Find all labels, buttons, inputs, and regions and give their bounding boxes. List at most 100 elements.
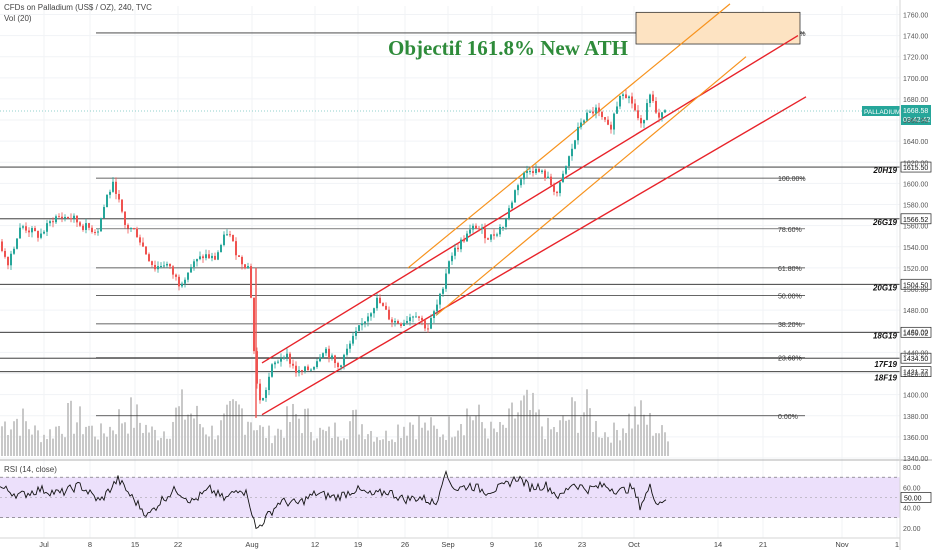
volume-bar <box>589 408 591 456</box>
price-tick-label: 1520.00 <box>903 266 928 273</box>
candle-body <box>253 297 255 352</box>
candle-body <box>229 234 231 236</box>
candle-body <box>37 231 39 238</box>
candle-body <box>247 266 249 269</box>
volume-bar <box>67 402 69 456</box>
volume-bar <box>655 433 657 456</box>
candle-body <box>457 247 459 250</box>
volume-bar <box>538 409 540 456</box>
volume-bar <box>199 424 201 456</box>
volume-bar <box>148 432 150 456</box>
volume-bar <box>334 422 336 456</box>
volume-bar <box>202 427 204 456</box>
candle-body <box>451 255 453 262</box>
candle-body <box>160 265 162 267</box>
volume-bar <box>649 413 651 456</box>
candle-body <box>49 221 51 224</box>
volume-bar <box>496 432 498 456</box>
volume-bar <box>385 430 387 456</box>
candle-body <box>490 234 492 240</box>
volume-bar <box>460 424 462 456</box>
volume-bar <box>175 407 177 456</box>
candle-body <box>106 194 108 208</box>
candle-body <box>121 199 123 212</box>
volume-bar <box>160 437 162 456</box>
candle-body <box>487 238 489 240</box>
volume-bar <box>307 408 309 456</box>
candle-body <box>646 103 648 120</box>
volume-bar <box>526 389 528 456</box>
price-tick-label: 1440.00 <box>903 350 928 357</box>
volume-bar <box>427 430 429 456</box>
candle-body <box>154 264 156 270</box>
volume-bar <box>13 421 15 456</box>
volume-bar <box>346 439 348 456</box>
volume-bar <box>532 392 534 456</box>
volume-bar <box>43 434 45 456</box>
candle-body <box>190 267 192 273</box>
time-tick-label: Nov <box>835 540 849 549</box>
volume-bar <box>112 430 114 456</box>
volume-bar <box>454 436 456 456</box>
candle-body <box>523 172 525 180</box>
candle-body <box>553 185 555 192</box>
candle-body <box>232 235 234 242</box>
candle-body <box>40 233 42 238</box>
candle-body <box>52 221 54 223</box>
candle-body <box>580 122 582 128</box>
candle-body <box>364 321 366 324</box>
price-tick-label: 1760.00 <box>903 12 928 19</box>
volume-bar <box>388 440 390 456</box>
price-tick-label: 1700.00 <box>903 76 928 83</box>
volume-bar <box>103 433 105 456</box>
volume-bar <box>586 389 588 456</box>
volume-bar <box>430 417 432 456</box>
candle-body <box>418 316 420 318</box>
candle-body <box>562 173 564 183</box>
volume-bar <box>28 429 30 456</box>
volume-bar <box>271 443 273 456</box>
volume-bar <box>592 432 594 456</box>
candle-body <box>424 320 426 329</box>
candle-body <box>244 264 246 269</box>
volume-bar <box>238 404 240 456</box>
volume-bar <box>367 434 369 456</box>
candle-body <box>529 171 531 173</box>
candle-body <box>217 252 219 260</box>
time-tick-label: 15 <box>131 540 139 549</box>
volume-bar <box>376 437 378 456</box>
volume-bar <box>466 408 468 456</box>
volume-bar <box>49 429 51 456</box>
volume-bar <box>340 440 342 456</box>
volume-bar <box>370 430 372 456</box>
volume-bar <box>241 408 243 456</box>
candle-body <box>307 366 309 371</box>
volume-bar <box>208 436 210 456</box>
candle-body <box>352 335 354 344</box>
level-name: 17F19 <box>874 360 897 369</box>
volume-bar <box>541 426 543 456</box>
candle-body <box>550 176 552 186</box>
time-tick-label: Aug <box>245 540 258 549</box>
candle-body <box>373 308 375 314</box>
level-price-label: 1615.50 <box>903 165 928 172</box>
volume-bar <box>664 432 666 456</box>
fib-label: 38.20% <box>778 322 802 329</box>
candle-body <box>334 355 336 364</box>
candle-body <box>526 171 528 173</box>
volume-bar <box>100 423 102 456</box>
candle-body <box>385 305 387 310</box>
volume-bar <box>529 409 531 456</box>
volume-bar <box>415 439 417 456</box>
volume-bar <box>331 438 333 456</box>
candle-body <box>196 259 198 262</box>
candle-body <box>397 320 399 324</box>
red-channel-lower <box>261 96 807 416</box>
volume-bar <box>253 430 255 456</box>
volume-bar <box>127 433 129 456</box>
candle-body <box>223 234 225 246</box>
price-tick-label: 1500.00 <box>903 287 928 294</box>
candle-body <box>532 171 534 174</box>
fib-label: 100.00% <box>778 176 806 183</box>
